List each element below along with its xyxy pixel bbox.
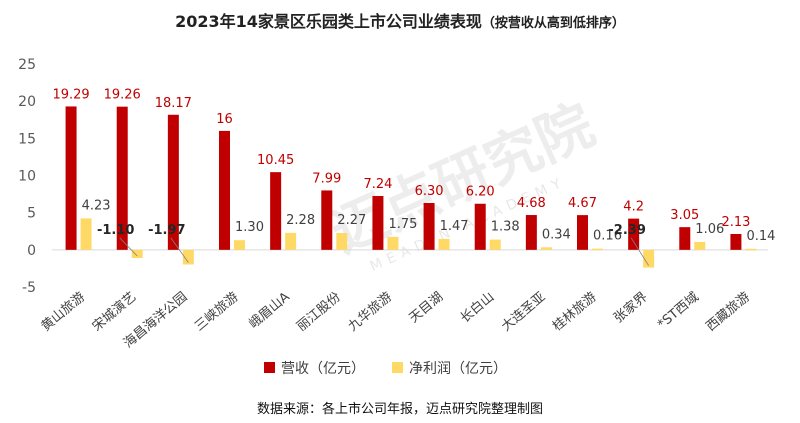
profit-bar — [336, 232, 348, 250]
x-category-label: 峨眉山A — [246, 290, 292, 332]
revenue-bar — [116, 106, 128, 250]
revenue-data-label: 19.29 — [52, 87, 89, 102]
revenue-bar — [525, 215, 537, 250]
profit-leader-line — [170, 237, 189, 263]
profit-bar — [387, 236, 399, 250]
y-tick-label: 15 — [18, 131, 36, 147]
profit-data-label: -1.97 — [148, 223, 185, 238]
revenue-bar — [219, 130, 230, 250]
profit-bar — [438, 238, 450, 250]
x-category-label: 桂林旅游 — [550, 290, 599, 335]
revenue-data-label: 6.30 — [415, 184, 444, 199]
profit-bar — [234, 240, 245, 250]
x-category-label: 大连圣亚 — [498, 289, 548, 335]
revenue-bar — [679, 227, 691, 250]
legend-swatch-profit — [392, 362, 403, 373]
y-tick-label: 25 — [18, 57, 36, 73]
revenue-bar — [372, 196, 384, 250]
profit-bar — [694, 241, 706, 250]
profit-data-label: 1.75 — [388, 217, 417, 232]
revenue-data-label: 16 — [216, 112, 233, 127]
y-tick-label: 20 — [18, 94, 36, 110]
y-tick-label: 0 — [27, 243, 36, 259]
chart-subtitle: （按营收从高到低排序） — [481, 16, 625, 31]
revenue-bar — [321, 190, 333, 250]
revenue-bar — [423, 203, 435, 250]
revenue-data-label: 10.45 — [257, 153, 294, 168]
profit-data-label: 1.38 — [491, 220, 520, 235]
revenue-bar — [577, 215, 588, 250]
revenue-bar — [270, 172, 282, 250]
revenue-data-label: 7.99 — [312, 171, 341, 186]
profit-bar — [285, 232, 297, 250]
revenue-bar — [167, 114, 179, 250]
x-category-label: 三峡旅游 — [192, 290, 241, 335]
profit-bar — [540, 247, 552, 250]
revenue-bar — [628, 218, 640, 250]
y-tick-label: -5 — [22, 280, 36, 296]
profit-leader-line — [630, 237, 649, 266]
profit-data-label: -1.10 — [97, 223, 134, 238]
profit-bar — [592, 248, 603, 251]
revenue-data-label: 3.05 — [670, 208, 699, 223]
profit-data-label: 1.47 — [440, 219, 469, 234]
profit-bar — [489, 239, 501, 250]
x-category-label: 西藏旅游 — [704, 290, 753, 335]
profit-data-label: -2.39 — [608, 223, 645, 238]
profit-data-label: 4.23 — [82, 198, 111, 213]
profit-data-label: 0.34 — [542, 227, 571, 242]
x-category-label: 黄山旅游 — [39, 290, 88, 335]
revenue-data-label: 18.17 — [155, 96, 192, 111]
legend-label-profit: 净利润（亿元） — [409, 361, 507, 377]
source-note: 数据来源：各上市公司年报，迈点研究院整理制图 — [256, 402, 543, 417]
revenue-data-label: 6.20 — [466, 185, 495, 200]
profit-data-label: 2.27 — [337, 213, 366, 228]
profit-bar — [131, 249, 143, 259]
x-category-label: 长白山 — [457, 289, 497, 326]
x-category-label: 天目湖 — [407, 290, 447, 327]
revenue-data-label: 4.67 — [568, 196, 597, 211]
revenue-data-label: 2.13 — [721, 215, 750, 230]
legend-label-revenue: 营收（亿元） — [281, 361, 365, 377]
revenue-data-label: 7.24 — [363, 177, 392, 192]
chart-title: 2023年14家景区乐园类上市公司业绩表现（按营收从高到低排序） — [0, 8, 800, 32]
profit-bar — [745, 248, 757, 251]
revenue-data-label: 4.68 — [517, 196, 546, 211]
x-category-label: *ST西域 — [655, 290, 702, 333]
legend-swatch-revenue — [264, 362, 275, 373]
y-tick-label: 5 — [27, 206, 36, 222]
y-tick-label: 10 — [18, 169, 36, 185]
profit-data-label: 0.16 — [593, 229, 622, 244]
profit-data-label: 2.28 — [286, 213, 315, 228]
x-category-label: 九华旅游 — [346, 290, 395, 335]
profit-leader-line — [119, 237, 138, 257]
x-category-label: 宋城演艺 — [89, 289, 139, 335]
revenue-bar — [474, 203, 486, 250]
revenue-bar — [730, 234, 742, 250]
profit-data-label: 1.06 — [695, 222, 724, 237]
profit-data-label: 1.30 — [235, 220, 264, 235]
revenue-data-label: 19.26 — [104, 88, 141, 103]
profit-data-label: 0.14 — [746, 229, 775, 244]
revenue-bar — [65, 106, 77, 250]
x-category-label: 张家界 — [611, 289, 651, 326]
profit-bar — [80, 218, 92, 250]
revenue-data-label: 4.2 — [623, 200, 644, 215]
profit-bar — [643, 249, 655, 268]
chart-title-main: 2023年14家景区乐园类上市公司业绩表现 — [175, 12, 482, 31]
profit-bar — [182, 249, 194, 265]
x-category-label: 丽江股份 — [294, 290, 343, 335]
